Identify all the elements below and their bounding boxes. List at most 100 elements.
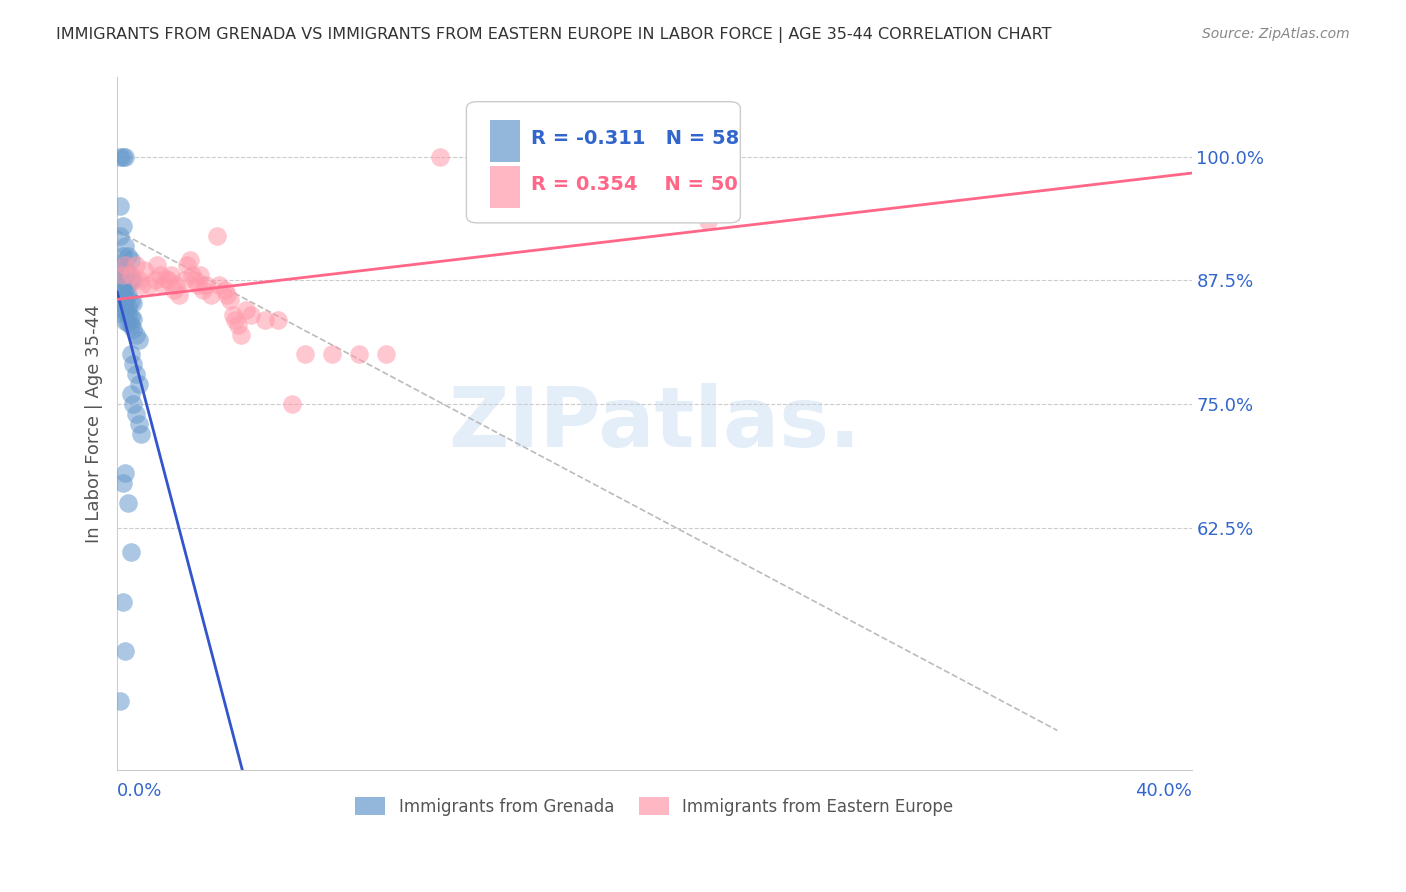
Point bbox=[111, 268, 134, 283]
Point bbox=[179, 253, 201, 268]
Point bbox=[217, 288, 239, 302]
Point bbox=[122, 357, 145, 371]
Point bbox=[114, 283, 136, 297]
Point bbox=[152, 278, 174, 293]
Point bbox=[114, 466, 136, 480]
Point bbox=[114, 238, 136, 252]
Point bbox=[697, 214, 720, 228]
Text: Source: ZipAtlas.com: Source: ZipAtlas.com bbox=[1202, 27, 1350, 41]
Point bbox=[200, 288, 222, 302]
Text: 0.0%: 0.0% bbox=[117, 782, 163, 800]
Text: IMMIGRANTS FROM GRENADA VS IMMIGRANTS FROM EASTERN EUROPE IN LABOR FORCE | AGE 3: IMMIGRANTS FROM GRENADA VS IMMIGRANTS FR… bbox=[56, 27, 1052, 43]
Point bbox=[294, 347, 316, 361]
Point bbox=[122, 322, 145, 336]
Point bbox=[176, 259, 198, 273]
Point bbox=[111, 476, 134, 491]
Point bbox=[108, 199, 131, 213]
Point bbox=[221, 308, 243, 322]
Point bbox=[108, 306, 131, 320]
Point bbox=[374, 347, 396, 361]
Legend: Immigrants from Grenada, Immigrants from Eastern Europe: Immigrants from Grenada, Immigrants from… bbox=[347, 789, 962, 824]
Point bbox=[111, 280, 134, 294]
Text: ZIPatlas.: ZIPatlas. bbox=[449, 384, 860, 464]
Point bbox=[120, 310, 142, 324]
Point bbox=[146, 259, 169, 273]
Point bbox=[117, 278, 139, 293]
Point bbox=[117, 300, 139, 314]
Point bbox=[108, 256, 131, 270]
Point bbox=[125, 407, 148, 421]
Point bbox=[114, 270, 136, 285]
Point bbox=[321, 347, 343, 361]
Y-axis label: In Labor Force | Age 35-44: In Labor Force | Age 35-44 bbox=[86, 304, 103, 543]
Point bbox=[214, 283, 236, 297]
Point bbox=[120, 318, 142, 332]
Point bbox=[125, 327, 148, 342]
Point bbox=[122, 296, 145, 310]
Point bbox=[143, 273, 166, 287]
Point bbox=[190, 268, 212, 283]
Point bbox=[157, 273, 180, 287]
Point bbox=[224, 313, 246, 327]
Point bbox=[138, 278, 160, 293]
Point bbox=[114, 277, 136, 291]
Point bbox=[131, 426, 153, 441]
Point bbox=[125, 259, 148, 273]
Point bbox=[240, 308, 263, 322]
Point bbox=[108, 694, 131, 708]
Point bbox=[108, 150, 131, 164]
Point bbox=[482, 150, 505, 164]
Point bbox=[128, 333, 150, 347]
Point bbox=[122, 397, 145, 411]
Point bbox=[149, 268, 172, 283]
Point bbox=[120, 545, 142, 559]
Text: 40.0%: 40.0% bbox=[1135, 782, 1192, 800]
Point bbox=[114, 263, 136, 277]
Point bbox=[120, 268, 142, 283]
Point bbox=[108, 228, 131, 243]
Point bbox=[111, 268, 134, 283]
FancyBboxPatch shape bbox=[467, 102, 741, 223]
Point bbox=[184, 273, 207, 287]
Point bbox=[132, 263, 155, 277]
Point bbox=[267, 313, 290, 327]
Point bbox=[111, 595, 134, 609]
Point bbox=[194, 278, 217, 293]
Point bbox=[114, 644, 136, 658]
Point bbox=[117, 248, 139, 262]
Point bbox=[205, 228, 228, 243]
Point bbox=[128, 273, 150, 287]
Point bbox=[128, 377, 150, 392]
Point bbox=[429, 150, 451, 164]
Point bbox=[108, 286, 131, 301]
Point bbox=[111, 248, 134, 262]
Point bbox=[253, 313, 276, 327]
Point bbox=[117, 266, 139, 280]
Point bbox=[111, 150, 134, 164]
Bar bbox=[491, 120, 520, 162]
Point bbox=[117, 496, 139, 510]
Point bbox=[181, 268, 204, 283]
Point bbox=[191, 283, 214, 297]
Point bbox=[114, 314, 136, 328]
Point bbox=[117, 308, 139, 322]
Text: R = 0.354    N = 50: R = 0.354 N = 50 bbox=[531, 175, 738, 194]
Point bbox=[114, 292, 136, 306]
Point bbox=[173, 273, 195, 287]
Point bbox=[235, 302, 257, 317]
Point bbox=[155, 272, 177, 286]
Point bbox=[160, 268, 183, 283]
Point bbox=[122, 273, 145, 287]
Point bbox=[114, 259, 136, 273]
Point bbox=[114, 150, 136, 164]
Point bbox=[117, 288, 139, 302]
Point bbox=[347, 347, 370, 361]
Point bbox=[120, 347, 142, 361]
Point bbox=[162, 283, 184, 297]
Point bbox=[120, 293, 142, 308]
Point bbox=[125, 368, 148, 382]
Point bbox=[120, 253, 142, 268]
Point bbox=[165, 278, 187, 293]
Point bbox=[122, 311, 145, 326]
Point bbox=[114, 304, 136, 318]
